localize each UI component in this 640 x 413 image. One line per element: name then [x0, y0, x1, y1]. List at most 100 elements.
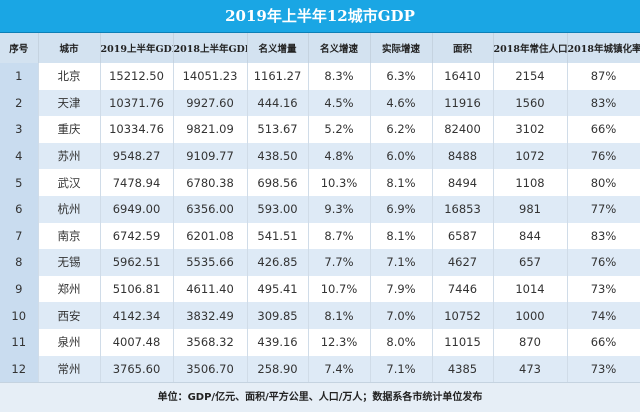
table-cell: 1014 [493, 275, 568, 303]
table-cell: 5535.66 [173, 249, 248, 276]
table-cell: 8488 [432, 142, 494, 170]
table-cell: 3765.60 [100, 355, 174, 383]
footer-note: 单位：GDP/亿元、面积/平方公里、人口/万人；数据系各市统计单位发布 [0, 382, 640, 413]
table-cell: 7.1% [370, 355, 433, 383]
table-cell: 8.7% [308, 222, 371, 250]
table-row: 3 重庆 10334.76 9821.09 513.67 5.2% 6.2% 82400 310… [0, 116, 640, 143]
table-cell: 6201.08 [173, 222, 248, 250]
table-cell: 杭州 [38, 195, 101, 223]
table-cell: 重庆 [38, 116, 101, 143]
table-cell: 4.8% [308, 142, 371, 170]
column-header: 城市 [38, 33, 101, 63]
table-cell: 7.0% [370, 302, 433, 329]
table-cell: 844 [493, 222, 568, 250]
table-cell: 6.2% [370, 116, 433, 143]
table-cell: 常州 [38, 355, 101, 383]
table-cell: 73% [567, 275, 640, 303]
table-cell: 9 [0, 275, 39, 303]
column-header: 2018年常住人口 [493, 33, 568, 63]
table-cell: 2154 [493, 63, 568, 90]
table-cell: 6 [0, 195, 39, 223]
table-cell: 7.1% [370, 249, 433, 276]
table-cell: 10.7% [308, 275, 371, 303]
table-cell: 10.3% [308, 169, 371, 196]
table-cell: 87% [567, 63, 640, 90]
table-cell: 6742.59 [100, 222, 174, 250]
table-cell: 3506.70 [173, 355, 248, 383]
table-cell: 444.16 [247, 89, 309, 117]
table-cell: 513.67 [247, 116, 309, 143]
table-cell: 309.85 [247, 302, 309, 329]
table-cell: 657 [493, 249, 568, 276]
table-row: 12 常州 3765.60 3506.70 258.90 7.4% 7.1% 4385 473 7… [0, 355, 640, 383]
table-row: 4 苏州 9548.27 9109.77 438.50 4.8% 6.0% 8488 1072 7… [0, 142, 640, 170]
table-cell: 6.3% [370, 63, 433, 90]
table-cell: 苏州 [38, 142, 101, 170]
table-cell: 10752 [432, 302, 494, 329]
table-cell: 6.0% [370, 142, 433, 170]
table-cell: 12.3% [308, 328, 371, 356]
table-cell: 4385 [432, 355, 494, 383]
table-cell: 9109.77 [173, 142, 248, 170]
table-row: 11 泉州 4007.48 3568.32 439.16 12.3% 8.0% 11015 87… [0, 328, 640, 356]
table-cell: 426.85 [247, 249, 309, 276]
table-cell: 1560 [493, 89, 568, 117]
table-cell: 武汉 [38, 169, 101, 196]
table-cell: 7.4% [308, 355, 371, 383]
table-row: 1 北京 15212.50 14051.23 1161.27 8.3% 6.3% 16410 2… [0, 63, 640, 90]
table-cell: 4 [0, 142, 39, 170]
table-cell: 83% [567, 222, 640, 250]
gdp-table: 序号 城市 2019上半年GDP 2018上半年GDP 名义增量 名义增速 实际增速 面积 20… [0, 33, 640, 383]
table-cell: 16853 [432, 195, 494, 223]
table-cell: 9821.09 [173, 116, 248, 143]
table-cell: 6587 [432, 222, 494, 250]
table-cell: 870 [493, 328, 568, 356]
table-cell: 北京 [38, 63, 101, 90]
header-row: 序号 城市 2019上半年GDP 2018上半年GDP 名义增量 名义增速 实际增速 面积 20… [0, 33, 640, 63]
table-cell: 3102 [493, 116, 568, 143]
table-cell: 泉州 [38, 328, 101, 356]
table-title: 2019年上半年12城市GDP [0, 0, 640, 33]
table-cell: 12 [0, 355, 39, 383]
table-cell: 8.1% [370, 169, 433, 196]
table-cell: 66% [567, 116, 640, 143]
table-cell: 66% [567, 328, 640, 356]
column-header: 名义增量 [247, 33, 309, 63]
table-cell: 9548.27 [100, 142, 174, 170]
table-cell: 1072 [493, 142, 568, 170]
table-cell: 258.90 [247, 355, 309, 383]
column-header: 2018上半年GDP [173, 33, 248, 63]
table-row: 7 南京 6742.59 6201.08 541.51 8.7% 8.1% 6587 844 83… [0, 222, 640, 250]
table-cell: 74% [567, 302, 640, 329]
table-cell: 5106.81 [100, 275, 174, 303]
table-cell: 7 [0, 222, 39, 250]
table-cell: 11 [0, 328, 39, 356]
column-header: 序号 [0, 33, 39, 63]
table-cell: 6780.38 [173, 169, 248, 196]
table-cell: 2 [0, 89, 39, 117]
table-cell: 11916 [432, 89, 494, 117]
table-cell: 8 [0, 249, 39, 276]
table-cell: 西安 [38, 302, 101, 329]
table-cell: 4.6% [370, 89, 433, 117]
table-cell: 76% [567, 142, 640, 170]
table-cell: 82400 [432, 116, 494, 143]
table-cell: 8.3% [308, 63, 371, 90]
table-cell: 73% [567, 355, 640, 383]
table-cell: 8.1% [370, 222, 433, 250]
table-cell: 4142.34 [100, 302, 174, 329]
table-cell: 9927.60 [173, 89, 248, 117]
table-cell: 1000 [493, 302, 568, 329]
table-cell: 10 [0, 302, 39, 329]
table-cell: 9.3% [308, 195, 371, 223]
table-cell: 7446 [432, 275, 494, 303]
table-cell: 76% [567, 249, 640, 276]
table-cell: 14051.23 [173, 63, 248, 90]
table-cell: 473 [493, 355, 568, 383]
table-cell: 80% [567, 169, 640, 196]
column-header: 实际增速 [370, 33, 433, 63]
table-row: 9 郑州 5106.81 4611.40 495.41 10.7% 7.9% 7446 1014… [0, 275, 640, 303]
table-cell: 981 [493, 195, 568, 223]
table-cell: 8.0% [370, 328, 433, 356]
table-cell: 5.2% [308, 116, 371, 143]
